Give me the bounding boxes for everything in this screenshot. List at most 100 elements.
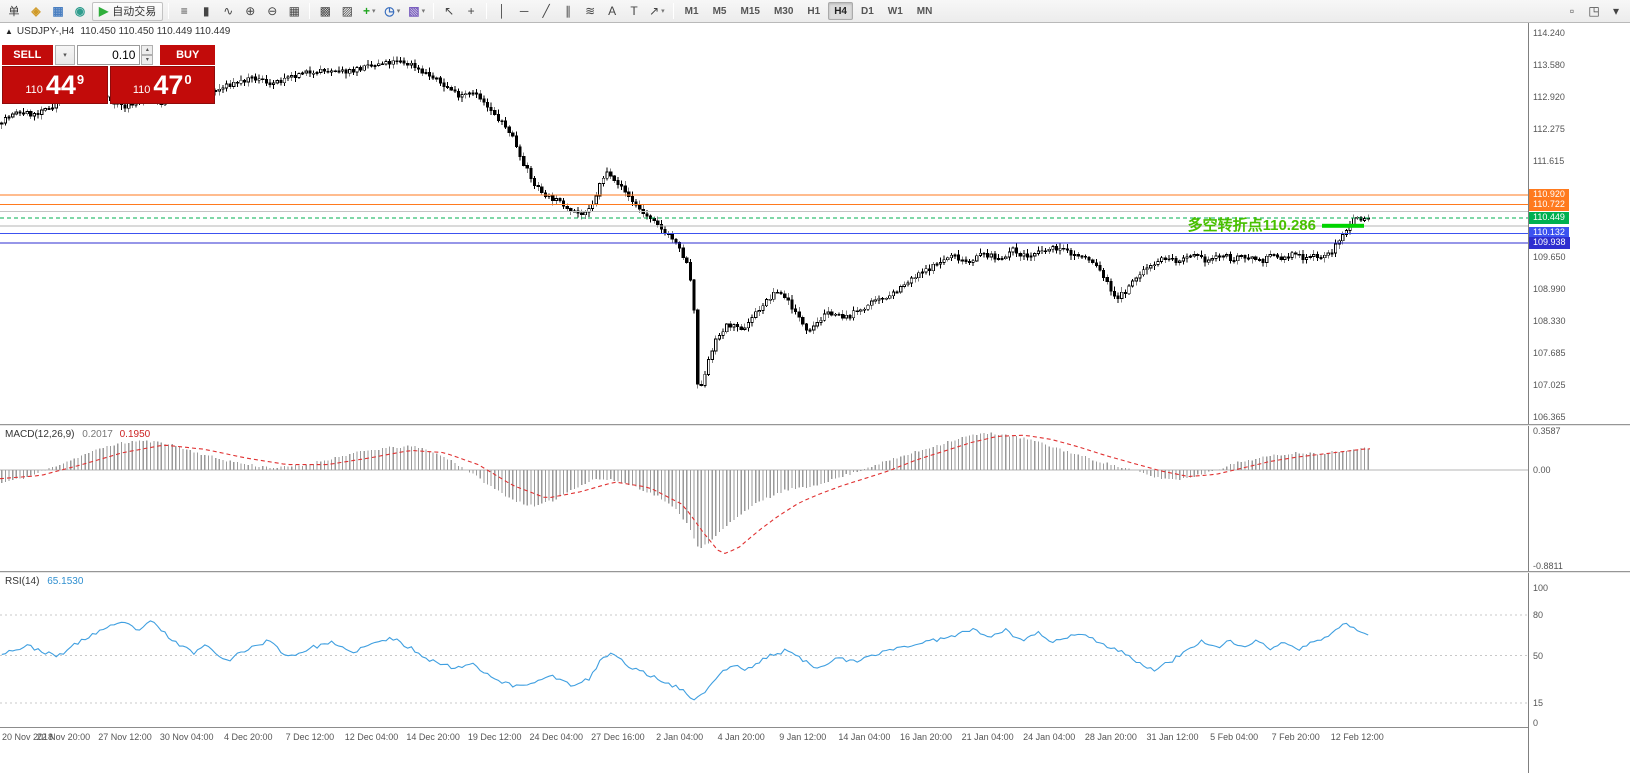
timeframe-d1-button[interactable]: D1 bbox=[860, 5, 874, 17]
time-axis-label: 7 Feb 20:00 bbox=[1271, 732, 1320, 742]
sell-price-button[interactable]: 110 44 9 bbox=[2, 66, 108, 104]
cursor-tool-icon[interactable]: ↖ bbox=[439, 2, 459, 21]
line-chart-icon: ∿ bbox=[223, 4, 234, 18]
trendline-tool-icon[interactable]: ╱ bbox=[536, 2, 556, 21]
time-axis-label: 30 Nov 04:00 bbox=[159, 732, 214, 742]
templates-button[interactable]: ▧ ▾ bbox=[405, 2, 428, 21]
caret-down-icon: ▾ bbox=[661, 8, 665, 15]
cascade-windows-icon: ▨ bbox=[341, 4, 353, 18]
crosshair-tool-icon: + bbox=[467, 4, 475, 18]
fibonacci-tool-icon: ≋ bbox=[585, 4, 596, 18]
timeframe-h1-button[interactable]: H1 bbox=[807, 5, 821, 17]
arrange-windows-icon[interactable]: ▩ bbox=[315, 2, 335, 21]
rsi-scale-tick: 100 bbox=[1533, 583, 1549, 593]
crosshair-tool-icon[interactable]: + bbox=[461, 2, 481, 21]
timeframe-m15-button[interactable]: M15 bbox=[740, 5, 760, 17]
vertical-line-tool-icon: │ bbox=[498, 4, 506, 18]
rsi-scale-tick: 15 bbox=[1533, 697, 1544, 708]
zoom-in-icon: ⊕ bbox=[245, 4, 256, 18]
volume-increase-button[interactable]: ▴ bbox=[141, 45, 154, 55]
caret-down-icon: ▾ bbox=[63, 52, 67, 59]
time-axis[interactable]: 20 Nov 2018 22 Nov 20:00 27 Nov 12:00 30 No… bbox=[0, 727, 1630, 773]
restore-window-icon[interactable]: ◳ bbox=[1584, 2, 1604, 21]
price-scale-tick: 108.990 bbox=[1533, 284, 1566, 294]
candlestick-chart-icon[interactable]: ▮ bbox=[196, 2, 216, 21]
text-tool-icon: A bbox=[608, 4, 617, 18]
price-level-label: 110.920 bbox=[1529, 188, 1569, 201]
bar-chart-icon[interactable]: ≡ bbox=[174, 2, 194, 21]
price-scale-tick: 108.330 bbox=[1533, 316, 1566, 327]
horizontal-line-tool-icon[interactable]: ─ bbox=[514, 2, 534, 21]
chart-window-icon[interactable]: ▦ bbox=[48, 2, 68, 21]
macd-chart-canvas[interactable] bbox=[0, 426, 1528, 571]
arrows-tool-icon: ↗ bbox=[649, 4, 660, 18]
bear-candles bbox=[18, 60, 1363, 386]
sell-button[interactable]: SELL bbox=[2, 45, 53, 65]
fibonacci-tool-icon[interactable]: ≋ bbox=[580, 2, 600, 21]
pane-splitter[interactable] bbox=[0, 424, 1630, 426]
price-scale-tick: 112.920 bbox=[1533, 92, 1565, 103]
buy-button[interactable]: BUY bbox=[160, 45, 215, 65]
dock-window-icon: ▫ bbox=[1569, 4, 1575, 18]
cascade-windows-icon[interactable]: ▨ bbox=[337, 2, 357, 21]
indicators-button[interactable]: + ▾ bbox=[359, 2, 379, 21]
timeframe-mn-button[interactable]: MN bbox=[916, 5, 933, 17]
rsi-chart-canvas[interactable] bbox=[0, 573, 1528, 727]
price-level-label: 109.938 bbox=[1529, 236, 1570, 249]
zoom-in-icon[interactable]: ⊕ bbox=[240, 2, 260, 21]
price-scale-tick: 106.365 bbox=[1533, 412, 1566, 422]
time-axis-label: 14 Jan 04:00 bbox=[838, 732, 891, 742]
buy-price-button[interactable]: 110 47 0 bbox=[109, 66, 215, 104]
new-order-icon[interactable]: ◈ bbox=[26, 2, 46, 21]
channel-tool-icon: ∥ bbox=[565, 4, 572, 18]
templates-icon: ▧ bbox=[408, 4, 420, 18]
text-tool-icon[interactable]: A bbox=[602, 2, 622, 21]
timeframe-m5-button[interactable]: M5 bbox=[712, 5, 727, 17]
time-axis-label: 4 Dec 20:00 bbox=[224, 732, 273, 742]
trendline-tool-icon: ╱ bbox=[542, 4, 550, 18]
timeframe-w1-button[interactable]: W1 bbox=[887, 5, 903, 17]
time-axis-label: 16 Jan 20:00 bbox=[899, 732, 953, 742]
timeframe-m1-button[interactable]: M1 bbox=[684, 5, 699, 17]
timeframe-m30-button[interactable]: M30 bbox=[773, 5, 794, 17]
price-level-label: 110.722 bbox=[1529, 198, 1569, 211]
pane-splitter[interactable] bbox=[0, 571, 1630, 573]
dock-window-icon[interactable]: ▫ bbox=[1562, 2, 1582, 21]
pivot-level-segment[interactable] bbox=[1322, 223, 1364, 228]
arrows-tool-button[interactable]: ↗ ▾ bbox=[646, 2, 668, 21]
channel-tool-icon[interactable]: ∥ bbox=[558, 2, 578, 21]
price-scale-tick: 107.685 bbox=[1533, 347, 1566, 358]
tile-windows-icon[interactable]: ▦ bbox=[284, 2, 304, 21]
time-axis-label: 12 Feb 12:00 bbox=[1330, 732, 1384, 742]
macd-scale-tick: -0.8811 bbox=[1533, 560, 1563, 571]
zoom-out-icon[interactable]: ⊖ bbox=[262, 2, 282, 21]
macd-scale-tick: 0.3587 bbox=[1533, 426, 1561, 436]
price-scale-tick: 107.025 bbox=[1533, 379, 1566, 390]
time-axis-label: 31 Jan 12:00 bbox=[1146, 732, 1199, 742]
autotrading-button[interactable]: ▶ 自动交易 bbox=[92, 1, 164, 21]
market-watch-icon[interactable]: ◉ bbox=[70, 2, 90, 21]
price-scale-tick: 111.615 bbox=[1533, 156, 1565, 166]
orders-menu-button[interactable]: 单 bbox=[4, 2, 24, 21]
price-scale[interactable]: 114.240 113.580 112.920 112.275 111.615 109.6… bbox=[1528, 23, 1630, 773]
toolbar-separator bbox=[672, 3, 674, 19]
sell-price-main: 44 bbox=[45, 69, 76, 100]
volume-decrease-button[interactable]: ▾ bbox=[141, 55, 154, 65]
toolbar-separator bbox=[433, 3, 435, 19]
time-axis-label: 24 Dec 04:00 bbox=[529, 732, 584, 742]
vertical-line-tool-icon[interactable]: │ bbox=[492, 2, 512, 21]
caret-down-icon: ▾ bbox=[396, 8, 401, 15]
time-axis-label: 27 Dec 16:00 bbox=[591, 732, 645, 742]
label-tool-icon[interactable]: T bbox=[624, 2, 644, 21]
toolbar-options-icon[interactable]: ▾ bbox=[1606, 2, 1626, 21]
timeframe-h4-button[interactable]: H4 bbox=[828, 2, 853, 20]
pivot-annotation-text[interactable]: 多空转折点110.286 bbox=[1188, 216, 1316, 234]
line-chart-icon[interactable]: ∿ bbox=[218, 2, 238, 21]
volume-dropdown-button[interactable]: ▾ bbox=[54, 45, 76, 65]
autotrading-icon: ▶ bbox=[99, 4, 109, 18]
volume-input[interactable] bbox=[77, 45, 141, 65]
periods-button[interactable]: ◷ ▾ bbox=[381, 2, 403, 21]
horizontal-line-tool-icon: ─ bbox=[519, 4, 529, 18]
price-chart-canvas[interactable]: 多空转折点110.286 bbox=[0, 23, 1528, 424]
candle-wicks bbox=[1, 56, 1369, 389]
